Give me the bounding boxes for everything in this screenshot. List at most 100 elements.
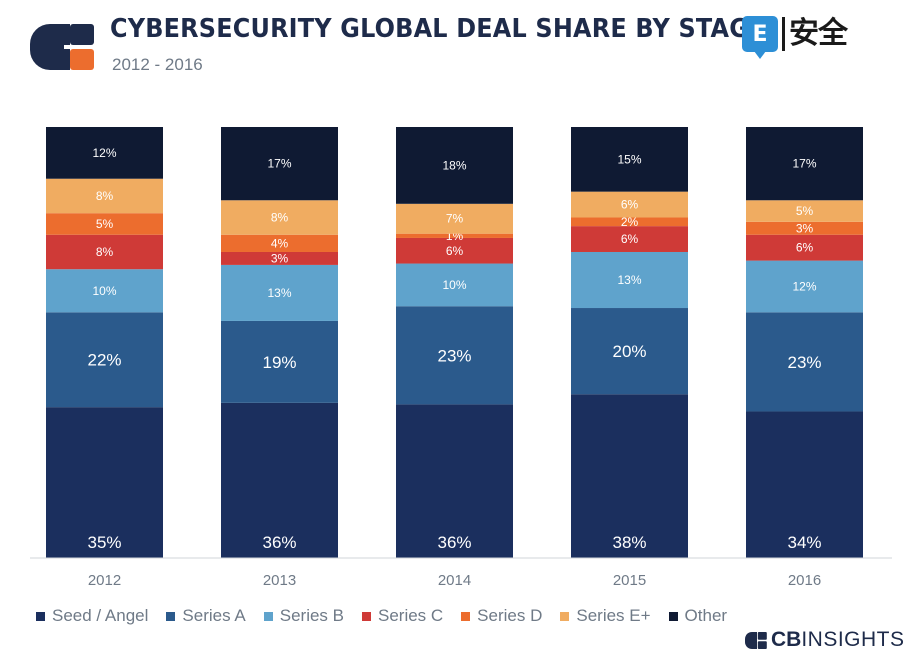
data-label-other-2013: 17%: [267, 157, 291, 171]
data-label-other-2012: 12%: [92, 146, 116, 160]
x-tick-label-2013: 2013: [263, 572, 296, 589]
legend-swatch-other: [668, 611, 678, 621]
legend-label-series-e: Series E+: [576, 606, 651, 625]
data-label-series-d-2015: 2%: [621, 215, 639, 229]
data-label-series-e-2014: 7%: [446, 212, 464, 226]
data-label-series-a-2013: 19%: [262, 353, 296, 372]
watermark-text: 安全: [782, 17, 848, 51]
data-label-seed-angel-2015: 38%: [612, 533, 646, 552]
legend-swatch-series-e: [560, 611, 570, 621]
data-label-series-a-2012: 22%: [87, 351, 121, 370]
data-label-series-d-2013: 4%: [271, 236, 289, 250]
bar-series-a-2012: [46, 312, 163, 408]
bar-series-c-2016: [746, 234, 863, 261]
legend-label-seed-angel: Seed / Angel: [52, 606, 149, 625]
data-label-series-e-2012: 8%: [96, 189, 114, 203]
data-label-series-a-2016: 23%: [787, 353, 821, 372]
bar-series-d-2015: [571, 217, 688, 227]
data-label-seed-angel-2012: 35%: [87, 533, 121, 552]
legend: Seed / Angel Series A Series B Series C Seri…: [36, 606, 745, 626]
legend-swatch-series-d: [461, 611, 471, 621]
data-label-series-e-2016: 5%: [796, 204, 814, 218]
data-label-series-c-2013: 3%: [271, 251, 289, 265]
legend-label-series-c: Series C: [377, 606, 444, 625]
bar-series-a-2013: [221, 320, 338, 403]
data-label-seed-angel-2016: 34%: [787, 533, 821, 552]
legend-label-series-a: Series A: [182, 606, 246, 625]
bar-seed-angel-2016: [746, 411, 863, 558]
data-label-other-2015: 15%: [617, 152, 641, 166]
x-tick-label-2015: 2015: [613, 572, 646, 589]
data-label-series-b-2016: 12%: [792, 279, 816, 293]
data-label-series-c-2014: 6%: [446, 244, 464, 258]
legend-swatch-series-a: [166, 611, 176, 621]
legend-swatch-seed-angel: [36, 611, 45, 621]
bar-series-a-2014: [396, 306, 513, 405]
bar-series-b-2012: [46, 269, 163, 313]
cb-insights-logo-icon: [745, 631, 767, 649]
bar-seed-angel-2013: [221, 402, 338, 558]
bar-group: 35%22%10%8%5%8%12%36%19%13%3%4%8%17%36%2…: [46, 127, 863, 558]
bar-series-b-2014: [396, 263, 513, 307]
legend-label-series-d: Series D: [477, 606, 543, 625]
bar-series-e-2014: [396, 203, 513, 234]
bar-other-2014: [396, 127, 513, 204]
data-label-series-e-2013: 8%: [271, 211, 289, 225]
x-tick-label-2014: 2014: [438, 572, 471, 589]
bar-series-c-2013: [221, 251, 338, 265]
legend-item-series-a: Series A: [166, 606, 246, 626]
legend-item-series-c: Series C: [361, 606, 444, 626]
data-label-series-c-2016: 6%: [796, 241, 814, 255]
data-label-seed-angel-2013: 36%: [262, 533, 296, 552]
cb-insights-mark-icon: [30, 24, 94, 70]
page-title: CYBERSECURITY GLOBAL DEAL SHARE BY STAGE: [110, 14, 766, 44]
stacked-bar-chart: 35%22%10%8%5%8%12%36%19%13%3%4%8%17%36%2…: [30, 127, 892, 589]
bar-series-c-2014: [396, 237, 513, 264]
bar-other-2012: [46, 127, 163, 179]
data-label-series-b-2012: 10%: [92, 284, 116, 298]
data-label-series-a-2014: 23%: [437, 346, 471, 365]
bar-series-b-2015: [571, 251, 688, 309]
bar-series-e-2013: [221, 200, 338, 235]
watermark: E 安全: [742, 12, 894, 59]
bar-other-2013: [221, 127, 338, 201]
legend-item-other: Other: [668, 606, 728, 626]
bar-series-b-2013: [221, 264, 338, 321]
legend-item-seed-angel: Seed / Angel: [36, 606, 148, 626]
x-tick-label-2012: 2012: [88, 572, 121, 589]
page-subtitle: 2012 - 2016: [112, 55, 203, 74]
data-label-series-b-2014: 10%: [442, 278, 466, 292]
legend-item-series-d: Series D: [461, 606, 542, 626]
legend-item-series-e: Series E+: [560, 606, 651, 626]
data-label-other-2014: 18%: [442, 158, 466, 172]
bar-series-a-2015: [571, 308, 688, 395]
bar-other-2015: [571, 127, 688, 192]
x-axis-ticks: 2012 2013 2014 2015 2016: [88, 572, 821, 589]
data-label-series-c-2015: 6%: [621, 232, 639, 246]
data-label-seed-angel-2014: 36%: [437, 533, 471, 552]
bar-seed-angel-2014: [396, 404, 513, 558]
brand-light: INSIGHTS: [801, 628, 905, 651]
bar-series-d-2012: [46, 213, 163, 235]
data-label-series-d-2016: 3%: [796, 221, 814, 235]
bar-seed-angel-2012: [46, 407, 163, 558]
legend-label-other: Other: [684, 606, 728, 625]
legend-label-series-b: Series B: [279, 606, 344, 625]
bar-series-a-2016: [746, 312, 863, 412]
data-label-other-2016: 17%: [792, 157, 816, 171]
legend-swatch-series-b: [263, 611, 273, 621]
bar-series-b-2016: [746, 260, 863, 313]
data-label-series-d-2012: 5%: [96, 217, 114, 231]
watermark-e-icon: E: [742, 16, 778, 59]
cb-insights-brand: CB INSIGHTS: [745, 628, 905, 652]
legend-item-series-b: Series B: [263, 606, 344, 626]
bar-series-e-2016: [746, 200, 863, 222]
data-label-series-b-2013: 13%: [267, 286, 291, 300]
bar-series-e-2012: [46, 178, 163, 214]
bar-series-d-2013: [221, 234, 338, 252]
bar-series-d-2016: [746, 221, 863, 235]
data-label-series-b-2015: 13%: [617, 273, 641, 287]
data-label-series-a-2015: 20%: [612, 342, 646, 361]
bar-series-c-2015: [571, 226, 688, 252]
bar-series-c-2012: [46, 234, 163, 270]
